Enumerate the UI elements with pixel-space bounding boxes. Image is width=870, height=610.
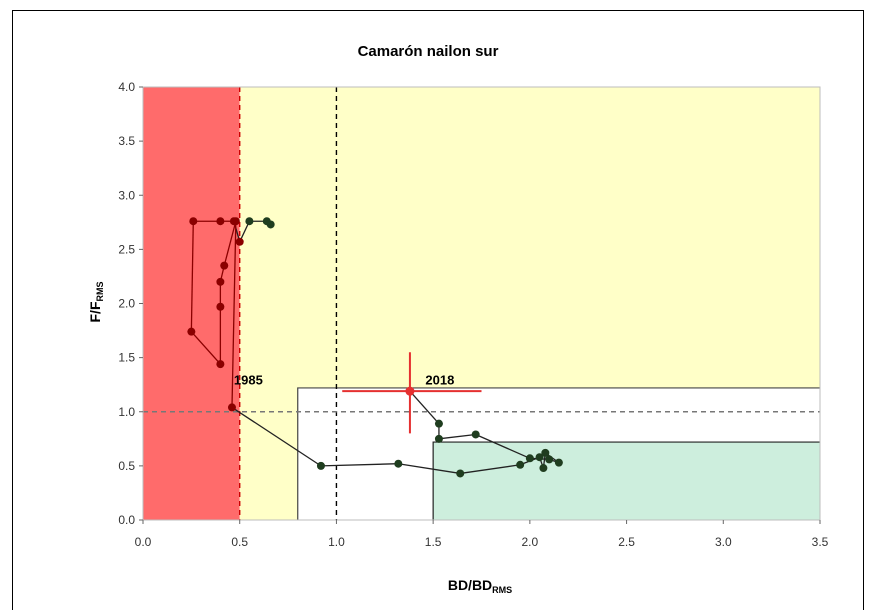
data-point (187, 327, 196, 336)
annotation-2018: 2018 (425, 372, 454, 387)
y-tick-label: 0.5 (118, 459, 135, 473)
data-point (434, 419, 443, 428)
series-segment (320, 463, 399, 467)
x-axis-label: BD/BDRMS (448, 577, 512, 595)
data-point (456, 469, 465, 478)
x-tick-label: 1.0 (328, 535, 345, 549)
x-tick-label: 3.0 (715, 535, 732, 549)
x-tick-label: 0.5 (231, 535, 248, 549)
x-tick-label: 3.5 (812, 535, 829, 549)
series-segment (398, 463, 461, 475)
data-point (516, 460, 525, 469)
chart-frame (12, 10, 864, 610)
data-point (525, 454, 534, 463)
data-point (227, 403, 236, 412)
y-tick-label: 4.0 (118, 80, 135, 94)
y-tick-label: 3.0 (118, 188, 135, 202)
zone-outline-full-exploitation (297, 387, 820, 520)
data-point (545, 455, 554, 464)
data-point (394, 459, 403, 468)
series-segment (438, 433, 476, 440)
series-segment (231, 221, 237, 408)
series-segment (231, 406, 322, 467)
series-segment (475, 433, 531, 459)
y-tick-label: 3.5 (118, 134, 135, 148)
zone-underexploited (433, 442, 820, 520)
x-tick-label: 2.0 (522, 535, 539, 549)
y-tick-label: 2.5 (118, 242, 135, 256)
data-point (471, 430, 480, 439)
x-tick-label: 2.5 (618, 535, 635, 549)
x-tick-label: 0.0 (135, 535, 152, 549)
data-point (220, 261, 229, 270)
y-tick-label: 2.0 (118, 297, 135, 311)
y-tick-label: 1.5 (118, 351, 135, 365)
data-point (535, 453, 544, 462)
data-point (541, 448, 550, 457)
data-point (216, 302, 225, 311)
data-point (216, 360, 225, 369)
data-point (539, 464, 548, 473)
series-segment (409, 390, 440, 425)
series-segment (190, 331, 221, 365)
series-segment (460, 464, 521, 475)
y-tick-label: 0.0 (118, 513, 135, 527)
zone-outline-underexploited (432, 441, 820, 520)
data-point (216, 217, 225, 226)
current-point (405, 386, 415, 396)
data-point (262, 217, 271, 226)
annotation-1985: 1985 (234, 372, 263, 387)
data-point (189, 217, 198, 226)
y-axis-label: F/FRMS (87, 282, 105, 323)
data-point (554, 458, 563, 467)
data-point (434, 434, 443, 443)
data-point (316, 461, 325, 470)
data-point (216, 277, 225, 286)
series-segment (223, 221, 237, 266)
series-segment (190, 221, 194, 332)
x-tick-label: 1.5 (425, 535, 442, 549)
chart-title: Camarón nailon sur (358, 43, 499, 60)
data-point (231, 217, 240, 226)
y-tick-label: 1.0 (118, 405, 135, 419)
data-point (245, 217, 254, 226)
data-point (235, 237, 244, 246)
